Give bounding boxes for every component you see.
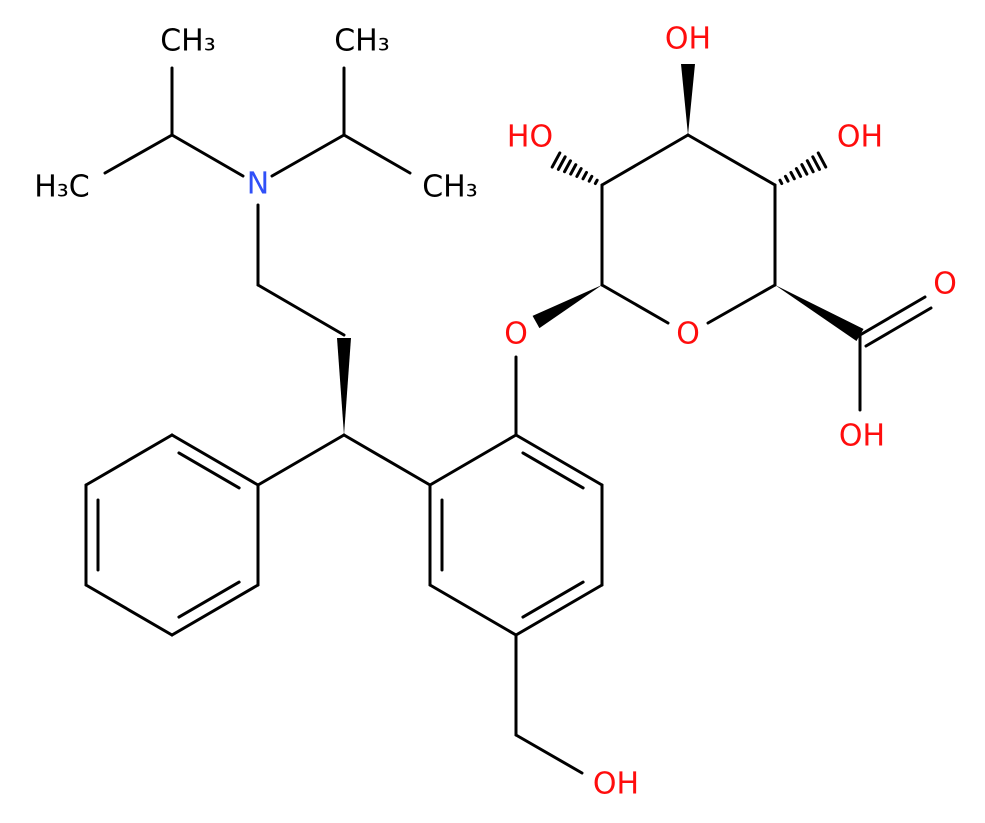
bond <box>342 433 432 487</box>
atom-label: CH₃ <box>422 170 478 205</box>
hash-bond <box>563 159 572 174</box>
bond <box>686 133 777 187</box>
bond <box>270 133 346 178</box>
atom-label: OH <box>839 419 885 454</box>
atom-label: CH₃ <box>334 24 390 59</box>
hash-bond <box>587 174 594 183</box>
hash-bond <box>783 174 790 183</box>
bond <box>84 433 174 487</box>
bond-inner <box>521 451 585 490</box>
bond <box>256 433 346 487</box>
atom-label: OH <box>837 120 883 155</box>
atom-label: H₃C <box>34 170 90 205</box>
atom-label: O <box>676 317 700 352</box>
bond-inner <box>177 451 241 490</box>
hash-bond <box>811 155 821 171</box>
hash-bond <box>550 151 562 169</box>
wedge-bond <box>775 285 864 342</box>
wedge-bond <box>532 285 602 329</box>
hash-bond <box>581 170 588 181</box>
bond <box>256 283 346 337</box>
bond <box>170 583 260 637</box>
hash-bond <box>556 155 567 171</box>
atom-label: CH₃ <box>160 24 216 59</box>
hash-bond <box>593 178 599 186</box>
bond <box>706 283 777 325</box>
bond <box>342 133 412 175</box>
bond <box>514 433 604 487</box>
hash-bond <box>794 167 803 178</box>
bond-inner <box>521 580 585 619</box>
bond <box>600 133 690 187</box>
bond <box>514 733 584 775</box>
atom-labels: CH₃ CH₃ H₃C CH₃ N HO OH OH O O O OH OH <box>34 22 957 802</box>
atom-label: OH <box>593 767 639 802</box>
wedge-bond <box>337 338 351 435</box>
bond-inner <box>177 580 241 619</box>
bond <box>600 283 670 325</box>
hash-bond <box>569 163 578 176</box>
bond <box>858 295 927 337</box>
bond <box>103 133 174 175</box>
hash-bond <box>778 178 784 186</box>
atom-label: HO <box>507 120 553 155</box>
hash-bond <box>789 170 796 181</box>
bond <box>514 583 604 637</box>
atom-label: O <box>933 267 957 302</box>
atom-label: N <box>247 167 269 202</box>
bond <box>170 433 260 487</box>
hash-bond <box>800 163 809 176</box>
bond <box>84 583 174 637</box>
atom-label: O <box>504 317 528 352</box>
hash-bond <box>575 167 583 178</box>
bond <box>428 583 518 637</box>
bond <box>170 133 245 178</box>
wedge-bond <box>681 64 695 135</box>
bond <box>428 433 518 487</box>
bonds <box>84 64 933 775</box>
hash-bond <box>816 151 828 169</box>
bond <box>864 306 933 348</box>
hash-bond <box>805 159 815 174</box>
atom-label: OH <box>665 22 711 57</box>
